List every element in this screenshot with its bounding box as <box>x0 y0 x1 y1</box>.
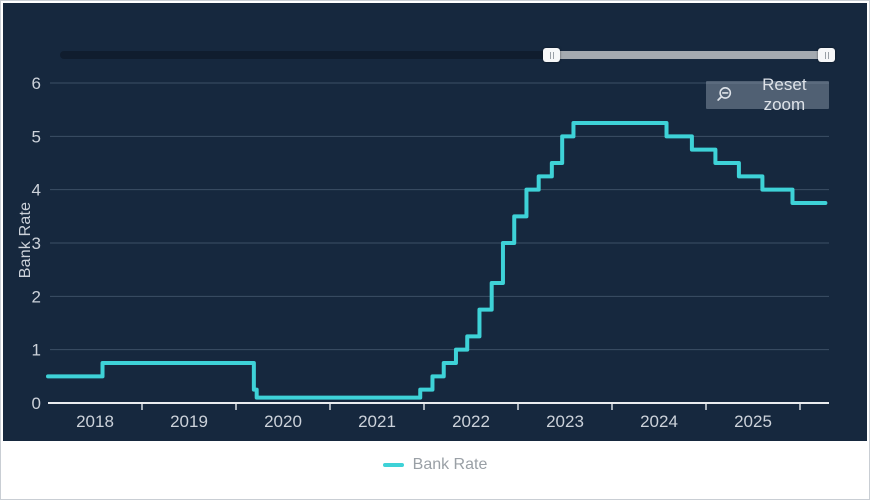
grip-icon <box>552 51 554 59</box>
navigator-handle-left[interactable] <box>543 48 560 62</box>
plot-area[interactable]: 0 1 2 3 4 5 6 2018 2019 2020 2021 2022 2023 2024 2025 <box>3 3 869 441</box>
grip-icon <box>824 51 826 59</box>
y-axis-title: Bank Rate <box>17 201 34 279</box>
reset-zoom-button[interactable]: Reset zoom <box>706 75 829 114</box>
legend-line-marker <box>382 463 404 467</box>
x-axis-label: 2024 <box>640 412 678 431</box>
navigator-handle-right[interactable] <box>818 48 835 62</box>
y-axis-label: 4 <box>32 181 41 200</box>
x-axis-label: 2022 <box>452 412 490 431</box>
legend-item-bank-rate[interactable]: Bank Rate <box>1 456 869 474</box>
x-axis-label: 2018 <box>76 412 114 431</box>
x-axis-label: 2025 <box>734 412 772 431</box>
y-axis-label: 1 <box>32 341 41 360</box>
grip-icon <box>827 51 829 59</box>
x-axis-label: 2021 <box>358 412 396 431</box>
x-axis-label: 2019 <box>170 412 208 431</box>
y-axis-label: 5 <box>32 127 41 146</box>
y-axis-label: 6 <box>32 74 41 93</box>
y-axis-label: 2 <box>32 287 41 306</box>
navigator-track[interactable] <box>60 51 827 59</box>
x-axis-label: 2020 <box>264 412 302 431</box>
legend-label: Bank Rate <box>412 456 488 473</box>
grip-icon <box>549 51 551 59</box>
y-axis-label: 3 <box>32 234 41 253</box>
bank-rate-line <box>46 121 828 400</box>
navigator-selected-range[interactable] <box>552 51 827 59</box>
x-axis-label: 2023 <box>546 412 584 431</box>
y-axis-label: 0 <box>32 394 41 413</box>
zoom-out-icon <box>717 87 732 101</box>
reset-zoom-label: Reset zoom <box>762 75 807 114</box>
chart-panel: 0 1 2 3 4 5 6 2018 2019 2020 2021 2022 2023 2024 2025 … <box>3 3 867 441</box>
